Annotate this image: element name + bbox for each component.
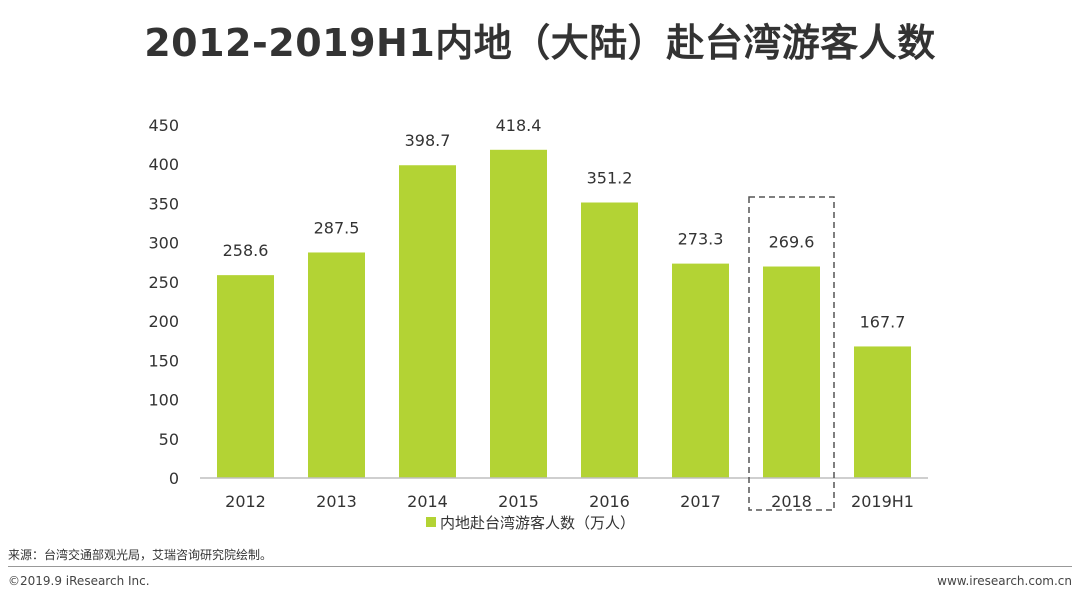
data-label-2017: 273.3 <box>678 230 724 249</box>
legend: 内地赴台湾游客人数（万人） <box>426 512 635 532</box>
x-tick-label-2015: 2015 <box>498 492 539 511</box>
y-tick-label: 0 <box>169 469 179 488</box>
legend-swatch <box>426 517 436 527</box>
bar-2017 <box>672 263 729 478</box>
y-tick-label: 450 <box>148 116 179 135</box>
copyright-text: ©2019.9 iResearch Inc. <box>8 574 150 588</box>
y-tick-label: 100 <box>148 391 179 410</box>
footer-divider <box>8 566 1072 567</box>
y-tick-label: 300 <box>148 234 179 253</box>
data-label-2015: 418.4 <box>496 116 542 135</box>
bars <box>217 149 911 478</box>
bar-2015 <box>490 149 547 478</box>
y-tick-label: 350 <box>148 194 179 213</box>
data-label-2018: 269.6 <box>769 233 815 252</box>
bar-2013 <box>308 252 365 478</box>
y-tick-label: 200 <box>148 312 179 331</box>
bar-2018 <box>763 266 820 478</box>
source-note: 来源：台湾交通部观光局，艾瑞咨询研究院绘制。 <box>8 548 273 562</box>
x-tick-label-2013: 2013 <box>316 492 357 511</box>
y-tick-label: 150 <box>148 351 179 370</box>
bar-2012 <box>217 275 274 478</box>
y-tick-label: 400 <box>148 155 179 174</box>
x-tick-label-2017: 2017 <box>680 492 721 511</box>
y-axis-ticks: 0 50 100 150 200 250 300 350 400 450 <box>148 116 179 488</box>
x-tick-label-2014: 2014 <box>407 492 448 511</box>
data-label-2013: 287.5 <box>314 218 360 237</box>
x-tick-label-2012: 2012 <box>225 492 266 511</box>
x-tick-label-2019H1: 2019H1 <box>851 492 914 511</box>
bar-chart: 0 50 100 150 200 250 300 350 400 450 258.6 287.5 39… <box>148 116 928 511</box>
website-text: www.iresearch.com.cn <box>937 574 1072 588</box>
y-tick-label: 250 <box>148 273 179 292</box>
bar-2019H1 <box>854 346 911 478</box>
data-label-2016: 351.2 <box>587 169 633 188</box>
x-axis-labels: 2012 2013 2014 2015 2016 2017 2018 2019H1 <box>225 492 914 511</box>
chart-title: 2012-2019H1内地（大陆）赴台湾游客人数 <box>144 21 936 65</box>
bar-2016 <box>581 202 638 478</box>
data-label-2012: 258.6 <box>223 241 269 260</box>
data-label-2014: 398.7 <box>405 131 451 150</box>
legend-label: 内地赴台湾游客人数（万人） <box>440 513 636 532</box>
x-tick-label-2016: 2016 <box>589 492 630 511</box>
data-labels: 258.6 287.5 398.7 418.4 351.2 273.3 269.6 167.7 <box>223 116 906 332</box>
bar-2014 <box>399 165 456 478</box>
highlight-box <box>748 196 835 511</box>
x-tick-label-2018: 2018 <box>771 492 812 511</box>
data-label-2019H1: 167.7 <box>860 312 906 331</box>
y-tick-label: 50 <box>159 430 179 449</box>
